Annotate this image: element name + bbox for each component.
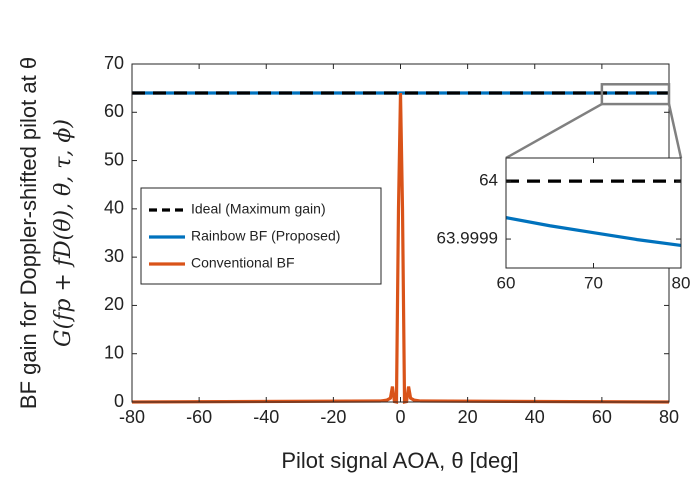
legend-label: Rainbow BF (Proposed) [191,228,340,244]
x-tick-label: 40 [525,407,545,427]
y-tick-label: 20 [104,294,124,314]
x-axis-label: Pilot signal AOA, θ [deg] [281,448,518,473]
y-tick-label: 30 [104,246,124,266]
y-tick-label: 64 [479,171,498,190]
y-tick-label: 63.9999 [437,229,498,248]
y-tick-label: 0 [114,391,124,411]
x-tick-label: 70 [584,273,603,292]
y-tick-label: 10 [104,342,124,362]
y-tick-label: 70 [104,53,124,73]
x-tick-label: -60 [186,407,212,427]
y-tick-label: 40 [104,198,124,218]
zoom-connector [667,103,683,159]
series-line [131,92,670,405]
legend-label: Ideal (Maximum gain) [191,201,326,217]
zoom-connector [505,102,603,160]
plot-area [505,179,682,248]
y-tick-label: 50 [104,149,124,169]
x-tick-label: 60 [497,273,516,292]
series-line [505,216,682,248]
zoom-box [600,83,671,106]
y-axis-label: BF gain for Doppler-shifted pilot at θ [16,57,41,409]
y-tick-label: 60 [104,101,124,121]
legend-label: Conventional BF [191,255,295,271]
x-tick-label: -20 [320,407,346,427]
x-tick-label: -40 [253,407,279,427]
x-tick-label: 20 [458,407,478,427]
x-tick-label: 60 [592,407,612,427]
x-tick-label: 0 [395,407,405,427]
plot-area [131,91,670,405]
inset-background [506,158,681,268]
x-tick-label: 80 [659,407,679,427]
x-tick-label: 80 [672,273,691,292]
x-tick-label: -80 [119,407,145,427]
y-axis-label: G(fp + fD(θ), θ, τ, ϕ) [51,119,76,347]
